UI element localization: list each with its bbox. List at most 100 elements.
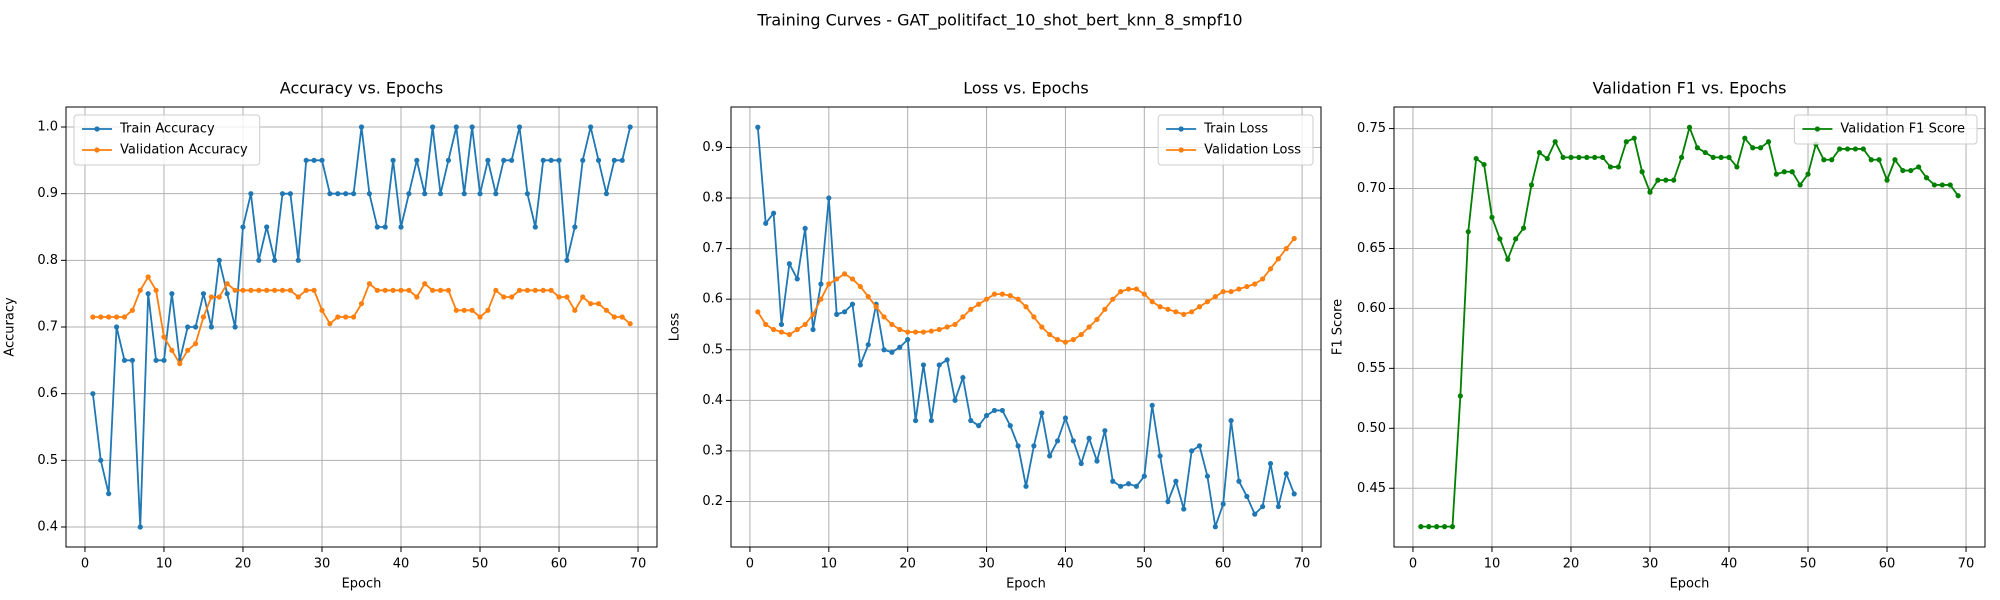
point xyxy=(1244,283,1250,290)
point xyxy=(920,329,927,335)
point xyxy=(1141,291,1147,297)
y-tick-label: 0.65 xyxy=(1357,241,1386,256)
x-tick-label: 70 xyxy=(630,557,647,572)
point xyxy=(485,307,491,313)
point xyxy=(524,191,531,197)
point xyxy=(121,314,128,320)
point xyxy=(619,314,625,320)
point xyxy=(1955,193,1961,199)
point xyxy=(595,157,602,163)
point xyxy=(295,257,301,263)
point xyxy=(897,344,903,350)
point xyxy=(1125,286,1132,292)
point xyxy=(960,374,966,381)
point xyxy=(1133,483,1140,489)
point xyxy=(216,294,222,300)
point xyxy=(763,321,769,328)
point xyxy=(991,407,998,414)
point xyxy=(1520,225,1527,231)
point xyxy=(477,191,483,197)
legend-label: Train Loss xyxy=(1203,122,1268,137)
point xyxy=(509,157,515,163)
point xyxy=(556,294,562,300)
x-axis-label: Epoch xyxy=(1670,577,1710,592)
axes-title: Loss vs. Epochs xyxy=(963,79,1088,98)
point xyxy=(1441,524,1448,530)
point xyxy=(1054,438,1061,444)
legend-label: Train Accuracy xyxy=(119,122,215,137)
point xyxy=(1623,139,1629,145)
x-tick-label: 0 xyxy=(1409,557,1417,572)
point xyxy=(414,157,420,163)
point xyxy=(1505,256,1511,262)
point xyxy=(548,157,554,163)
point xyxy=(849,276,856,282)
y-tick-label: 0.50 xyxy=(1357,421,1386,436)
legend-box xyxy=(1157,114,1314,166)
point xyxy=(1742,135,1748,141)
point xyxy=(121,357,128,363)
point xyxy=(1481,161,1487,168)
point xyxy=(1789,169,1795,175)
point xyxy=(786,331,792,338)
point xyxy=(1283,471,1289,477)
point xyxy=(841,271,848,277)
point xyxy=(493,191,499,197)
point xyxy=(1718,154,1724,160)
point xyxy=(889,349,895,355)
point xyxy=(1418,524,1424,530)
axes-frame xyxy=(730,106,1322,548)
point xyxy=(271,287,278,293)
point xyxy=(224,291,230,297)
point xyxy=(770,210,777,216)
point xyxy=(1528,182,1535,188)
point xyxy=(453,307,459,313)
point xyxy=(1189,448,1195,454)
x-tick-label: 60 xyxy=(1879,557,1896,572)
point xyxy=(516,287,523,293)
point xyxy=(1220,288,1226,295)
point xyxy=(1568,154,1574,160)
y-tick-label: 0.2 xyxy=(702,494,723,509)
point xyxy=(1884,177,1890,183)
point xyxy=(627,124,633,130)
point xyxy=(1837,146,1843,152)
point xyxy=(516,124,523,130)
point xyxy=(834,276,840,282)
point xyxy=(1260,276,1266,282)
point xyxy=(944,324,950,330)
point xyxy=(1765,139,1772,145)
point xyxy=(572,224,578,230)
point xyxy=(912,329,919,335)
point xyxy=(1900,167,1906,174)
y-tick-label: 0.5 xyxy=(702,342,723,357)
point xyxy=(1133,286,1140,292)
axes-title: Accuracy vs. Epochs xyxy=(280,79,443,98)
point xyxy=(1078,460,1084,467)
point xyxy=(185,324,191,330)
y-tick-label: 0.45 xyxy=(1357,481,1386,496)
point xyxy=(461,191,467,197)
point xyxy=(493,287,499,293)
point xyxy=(1908,167,1914,174)
point xyxy=(311,157,317,163)
point xyxy=(1592,154,1598,160)
point xyxy=(145,274,151,280)
point xyxy=(1283,246,1289,252)
point xyxy=(137,287,143,293)
point xyxy=(1584,154,1590,160)
point xyxy=(350,191,357,197)
legend: Validation F1 Score xyxy=(1793,114,1978,145)
point xyxy=(849,301,856,307)
point xyxy=(303,287,309,293)
point xyxy=(1449,524,1456,530)
point xyxy=(1086,435,1092,441)
point xyxy=(841,309,848,315)
point xyxy=(897,326,903,333)
point xyxy=(976,423,982,429)
point xyxy=(153,357,159,363)
point xyxy=(1236,478,1242,484)
point xyxy=(627,321,633,327)
point xyxy=(1054,337,1061,343)
point xyxy=(1797,182,1803,188)
